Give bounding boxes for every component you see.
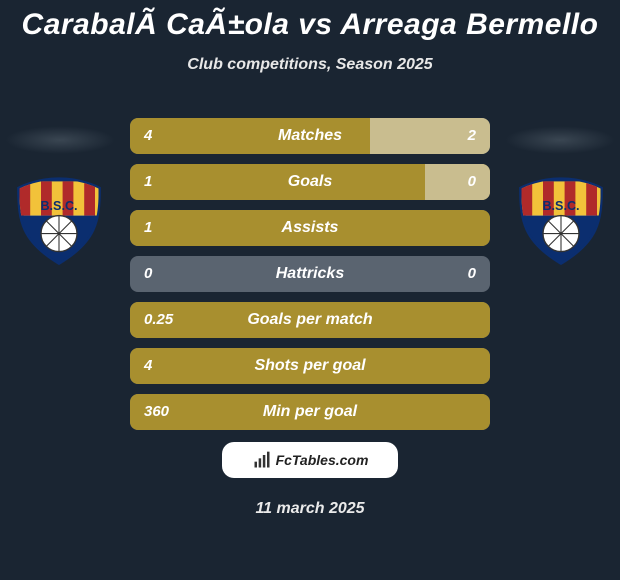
stat-label: Goals per match (130, 302, 490, 338)
crest-letters: B.S.C. (40, 199, 77, 213)
stat-label: Matches (130, 118, 490, 154)
stat-row: 1Assists (130, 210, 490, 246)
club-crest-right: B.S.C. (516, 176, 606, 266)
stat-label: Hattricks (130, 256, 490, 292)
crest-svg-right: B.S.C. (516, 176, 606, 266)
footer-brand-badge: FcTables.com (222, 442, 398, 478)
stat-row: 4Shots per goal (130, 348, 490, 384)
stat-label: Shots per goal (130, 348, 490, 384)
stat-label: Min per goal (130, 394, 490, 430)
chart-icon (252, 450, 272, 470)
stats-zone: 42Matches 10Goals 1Assists 00Hattricks 0.25G… (130, 118, 490, 440)
page-title: CarabalÃ CaÃ±ola vs Arreaga Bermello (0, 0, 620, 42)
footer-date: 11 march 2025 (0, 500, 620, 518)
stat-row: 00Hattricks (130, 256, 490, 292)
shadow-ellipse-right (505, 126, 615, 154)
stat-row: 360Min per goal (130, 394, 490, 430)
stat-row: 10Goals (130, 164, 490, 200)
footer-brand-text: FcTables.com (276, 452, 369, 468)
stat-row: 0.25Goals per match (130, 302, 490, 338)
infographic-container: CarabalÃ CaÃ±ola vs Arreaga Bermello Clu… (0, 0, 620, 580)
stat-label: Goals (130, 164, 490, 200)
crest-svg-left: B.S.C. (14, 176, 104, 266)
crest-letters: B.S.C. (542, 199, 579, 213)
stat-label: Assists (130, 210, 490, 246)
page-subtitle: Club competitions, Season 2025 (0, 56, 620, 74)
stat-row: 42Matches (130, 118, 490, 154)
club-crest-left: B.S.C. (14, 176, 104, 266)
shadow-ellipse-left (5, 126, 115, 154)
